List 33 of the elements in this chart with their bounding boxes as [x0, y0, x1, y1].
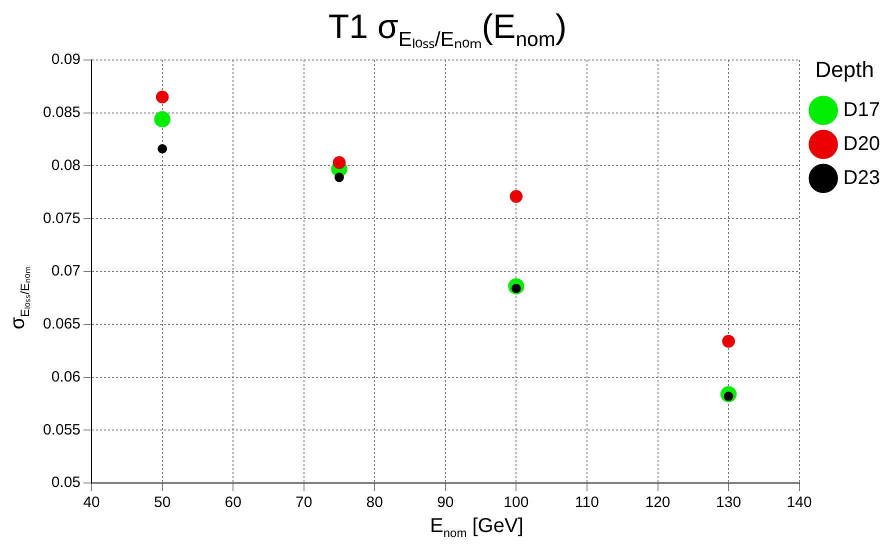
y-tick-label: 0.07 — [51, 262, 81, 280]
x-tick-label: 130 — [716, 494, 742, 512]
x-tick-label: 40 — [83, 494, 100, 512]
y-tick-label: 0.055 — [42, 421, 81, 438]
y-tick-label: 0.06 — [51, 368, 81, 386]
x-tick-label: 110 — [575, 494, 599, 512]
y-tick-label: 0.085 — [42, 104, 81, 122]
point — [332, 156, 346, 169]
x-tick-label: 60 — [224, 494, 242, 512]
legend-title: Depth — [815, 57, 874, 82]
x-axis-title: E$_{nom}$ [GeV] — [430, 515, 524, 540]
legend-label: D23 — [843, 166, 880, 189]
legend-label: D20 — [843, 132, 880, 155]
x-tick-label: 80 — [366, 494, 383, 512]
point — [158, 144, 168, 154]
y-tick-label: 0.05 — [51, 474, 81, 492]
x-tick-label: 50 — [154, 494, 171, 512]
y-tick-label: 0.065 — [42, 316, 81, 333]
legend-label: D17 — [843, 98, 880, 121]
x-tick-label: 140 — [786, 494, 812, 512]
chart-title: T1 σ$_{Eₗₒₛₛ/Eₙₒₘ}$(E$_{nom}$) — [327, 8, 568, 52]
point — [510, 190, 523, 203]
point — [334, 172, 344, 182]
y-tick-label: 0.09 — [51, 51, 81, 68]
point — [722, 334, 735, 348]
x-tick-label: 120 — [645, 494, 670, 512]
y-tick-label: 0.08 — [51, 156, 81, 174]
x-tick-label: 90 — [437, 494, 454, 512]
y-tick-label: 0.075 — [42, 210, 81, 227]
x-tick-label: 100 — [504, 494, 529, 512]
point — [154, 111, 170, 128]
x-tick-label: 70 — [296, 494, 312, 512]
point — [156, 90, 169, 104]
